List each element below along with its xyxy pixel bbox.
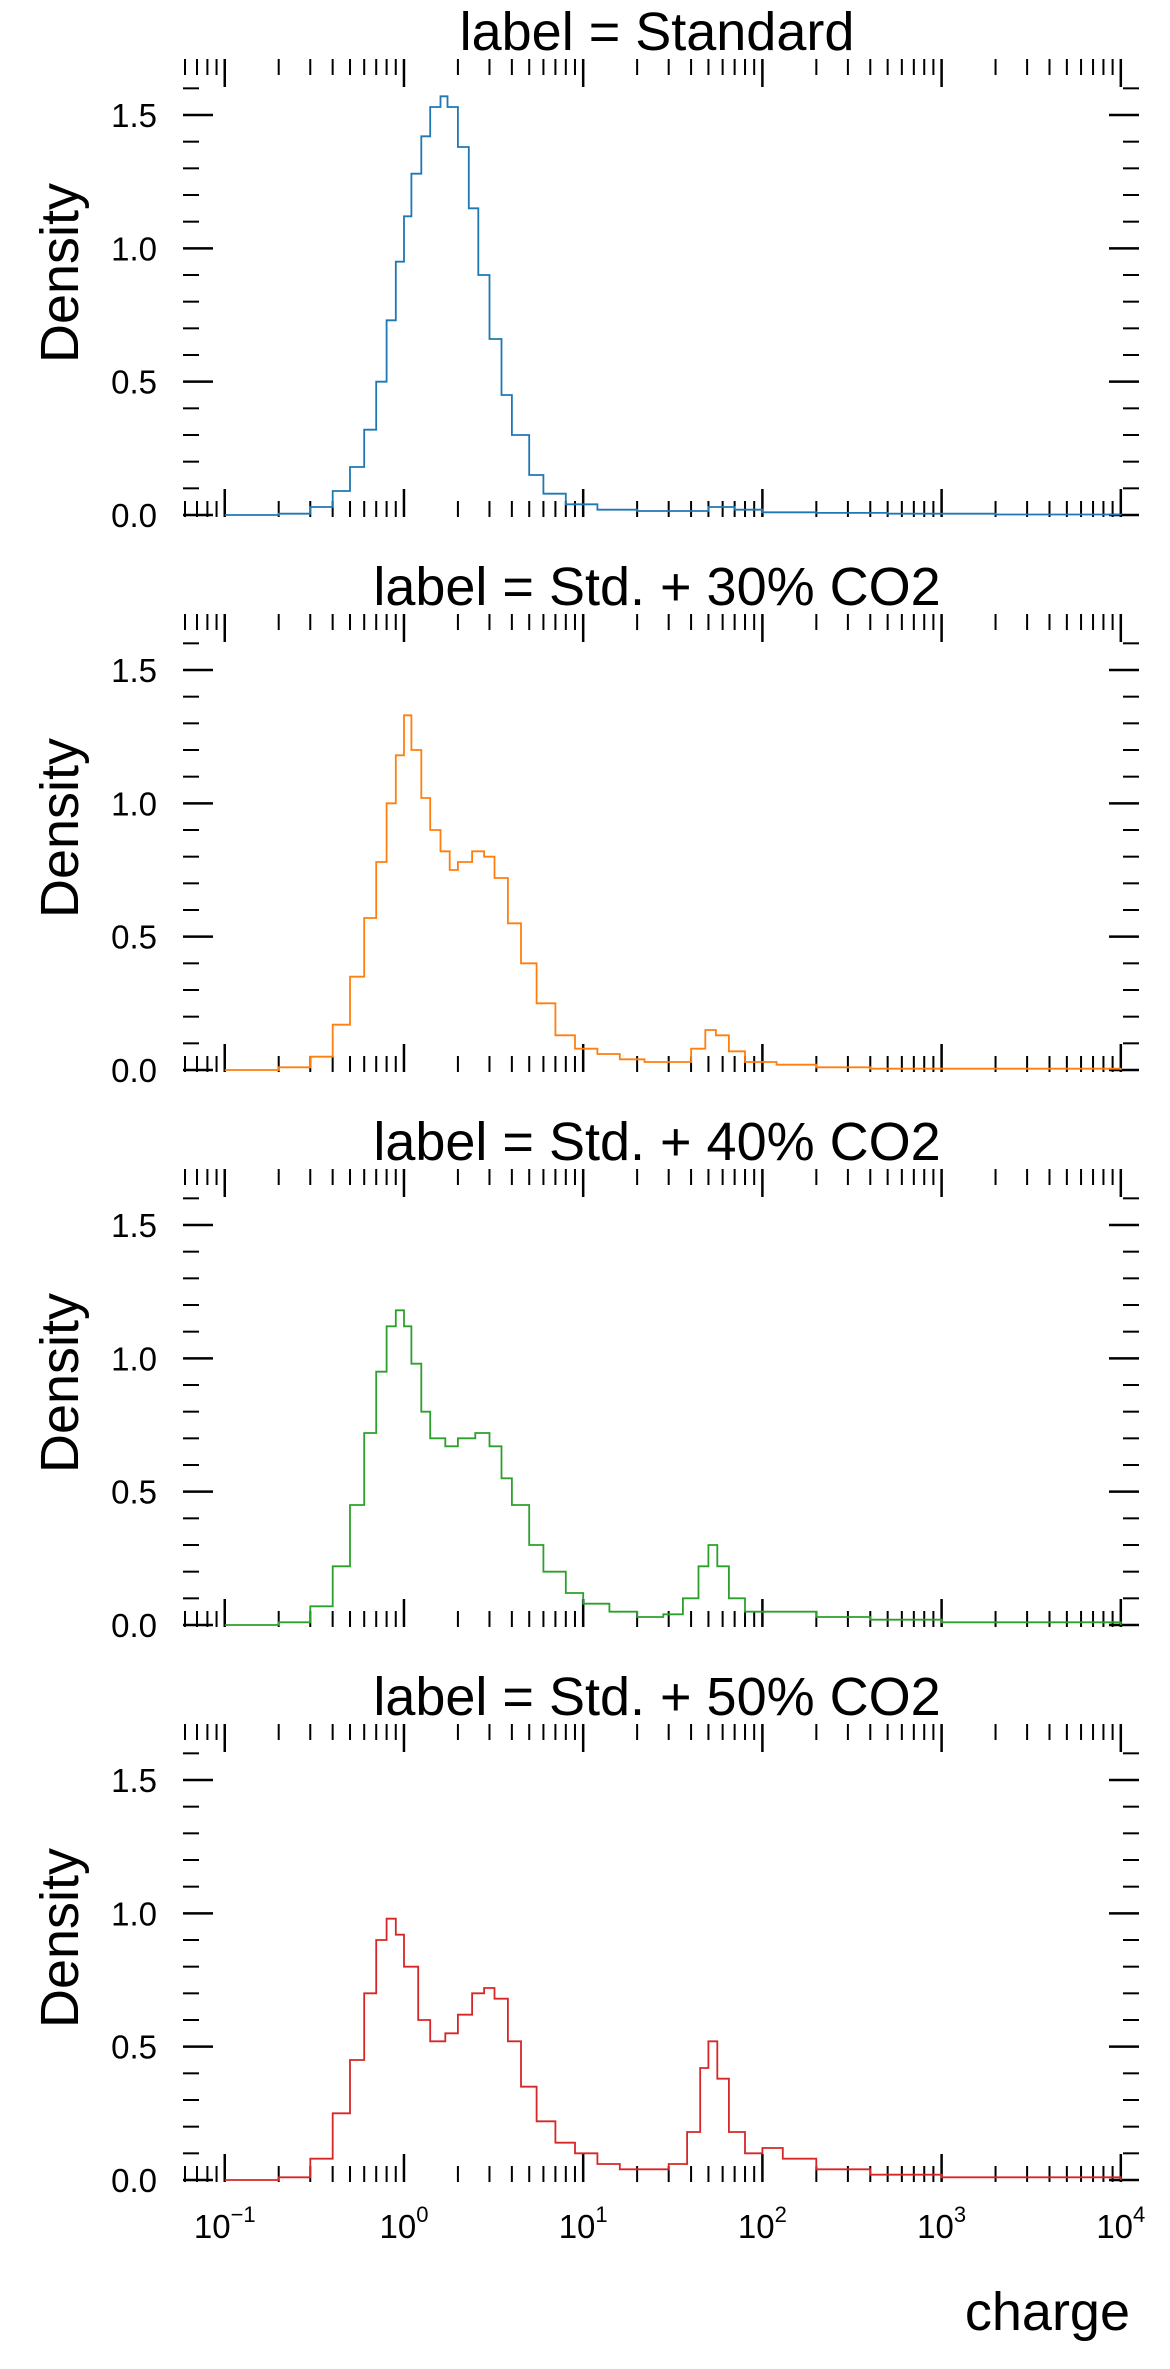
y-tick-label: 0.0 xyxy=(111,2162,157,2199)
x-tick-exponent: 0 xyxy=(416,2202,428,2227)
x-tick-base: 10 xyxy=(379,2208,416,2245)
panel-title: label = Std. + 30% CO2 xyxy=(373,557,940,617)
x-tick-base: 10 xyxy=(738,2208,775,2245)
y-tick-label: 1.5 xyxy=(111,652,157,689)
x-tick-label: 102 xyxy=(738,2202,787,2245)
y-tick-label: 0.5 xyxy=(111,364,157,401)
x-tick-exponent: 1 xyxy=(595,2202,607,2227)
y-tick-label: 1.0 xyxy=(111,785,157,822)
panel-4: label = Std. + 50% CO2 Density 0.0 0.5 1.0 1.… xyxy=(30,1667,1139,2199)
y-tick-label: 1.0 xyxy=(111,1340,157,1377)
y-tick-label: 0.0 xyxy=(111,497,157,534)
x-tick-label: 10−1 xyxy=(194,2202,256,2245)
panel-1: label = Standard Density 0.0 0.5 1.0 1.5 xyxy=(30,2,1139,534)
x-tick-label: 100 xyxy=(379,2202,428,2245)
y-tick-label: 0.5 xyxy=(111,919,157,956)
y-tick-label: 1.5 xyxy=(111,97,157,134)
y-axis-label: Density xyxy=(30,1293,90,1473)
x-tick-base: 10 xyxy=(559,2208,596,2245)
x-tick-base: 10 xyxy=(917,2208,954,2245)
panel-3: label = Std. + 40% CO2 Density 0.0 0.5 1.0 1.… xyxy=(30,1112,1139,1644)
panel-title: label = Std. + 50% CO2 xyxy=(373,1667,940,1727)
y-tick-label: 1.5 xyxy=(111,1207,157,1244)
y-tick-label: 0.5 xyxy=(111,1474,157,1511)
panel-title: label = Std. + 40% CO2 xyxy=(373,1112,940,1172)
y-tick-label: 0.0 xyxy=(111,1052,157,1089)
x-tick-exponent: −1 xyxy=(231,2202,256,2227)
y-axis-label: Density xyxy=(30,1848,90,2028)
x-tick-label: 103 xyxy=(917,2202,966,2245)
x-tick-exponent: 2 xyxy=(775,2202,787,2227)
histogram-series xyxy=(224,95,1122,516)
histogram-series xyxy=(224,1917,1122,2181)
x-tick-exponent: 4 xyxy=(1133,2202,1145,2227)
histogram-series xyxy=(224,714,1122,1071)
panel-2: label = Std. + 30% CO2 Density 0.0 0.5 1.0 1.… xyxy=(30,557,1139,1089)
y-tick-label: 1.0 xyxy=(111,230,157,267)
y-tick-label: 1.5 xyxy=(111,1762,157,1799)
y-tick-label: 0.0 xyxy=(111,1607,157,1644)
histogram-series xyxy=(224,1309,1122,1626)
x-tick-base: 10 xyxy=(194,2208,231,2245)
y-tick-label: 1.0 xyxy=(111,1895,157,1932)
x-tick-base: 10 xyxy=(1096,2208,1133,2245)
x-tick-label: 104 xyxy=(1096,2202,1145,2245)
y-tick-label: 0.5 xyxy=(111,2029,157,2066)
panel-title: label = Standard xyxy=(460,2,855,62)
x-tick-label: 101 xyxy=(559,2202,608,2245)
x-tick-exponent: 3 xyxy=(954,2202,966,2227)
x-axis-label: charge xyxy=(965,2282,1130,2342)
y-axis-label: Density xyxy=(30,183,90,363)
y-axis-label: Density xyxy=(30,738,90,918)
